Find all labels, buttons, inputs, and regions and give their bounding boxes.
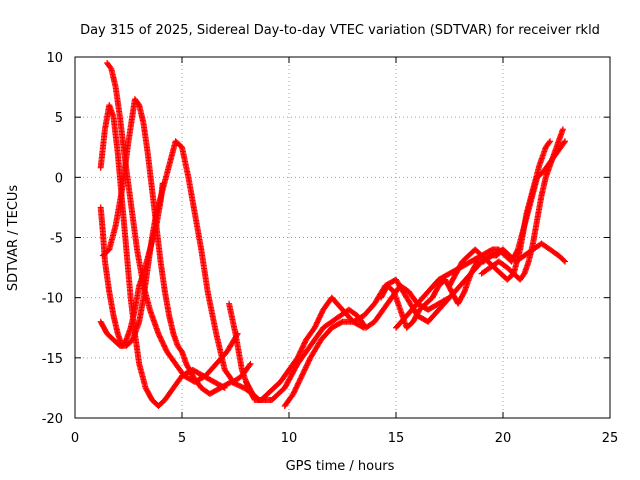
data-point <box>547 138 554 145</box>
series-sat-l <box>478 126 566 283</box>
y-tick-label: -10 <box>42 292 63 307</box>
data-point <box>562 138 569 145</box>
y-tick-label: -5 <box>50 232 63 247</box>
data-point <box>562 258 569 265</box>
data-point <box>559 126 566 133</box>
data-point <box>159 180 166 187</box>
x-tick-label: 15 <box>388 431 405 446</box>
x-tick-label: 25 <box>602 431 619 446</box>
x-tick-label: 10 <box>281 431 298 446</box>
y-tick-label: 10 <box>46 51 63 66</box>
y-tick-label: -20 <box>42 412 63 427</box>
data-layer <box>97 60 569 409</box>
series-sat-k <box>446 138 554 289</box>
y-tick-label: 0 <box>55 171 63 186</box>
data-point <box>247 360 254 367</box>
y-axis-label: SDTVAR / TECUs <box>6 185 21 292</box>
series-sat-e <box>97 180 166 349</box>
chart-title: Day 315 of 2025, Sidereal Day-to-day VTE… <box>80 23 600 38</box>
data-point <box>560 257 567 264</box>
data-point <box>246 362 253 369</box>
tick-layer: 0 5 10 15 20 25 -20 -15 -10 -5 0 5 10 <box>42 51 619 446</box>
x-axis-label: GPS time / hours <box>286 459 395 474</box>
series-sat-f <box>226 294 367 403</box>
y-tick-label: 5 <box>55 111 63 126</box>
x-tick-label: 0 <box>71 431 79 446</box>
y-tick-label: -15 <box>42 352 63 367</box>
data-point <box>561 139 568 146</box>
x-tick-label: 5 <box>178 431 186 446</box>
grid-layer <box>75 57 610 418</box>
x-tick-label: 20 <box>495 431 512 446</box>
data-point <box>546 139 553 146</box>
